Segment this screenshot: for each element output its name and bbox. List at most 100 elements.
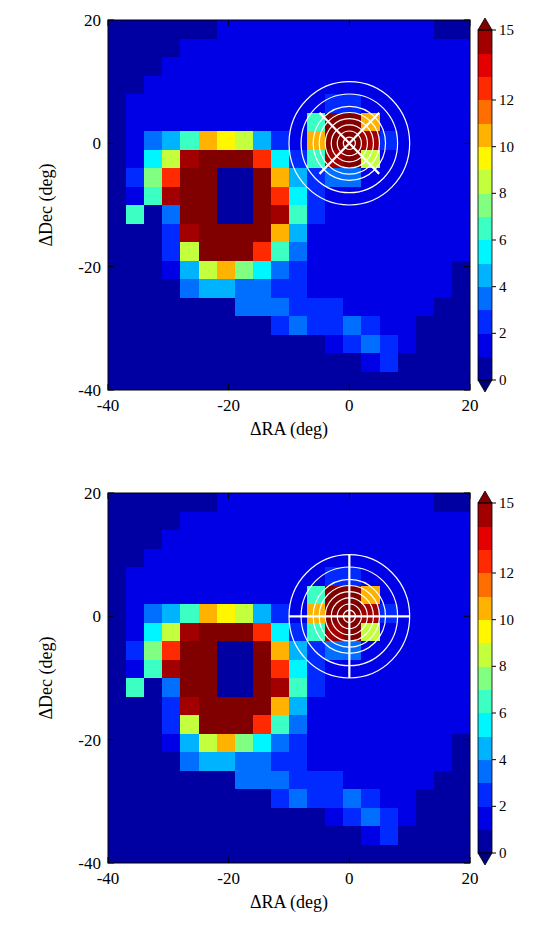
cell — [343, 187, 362, 206]
cell — [235, 168, 254, 187]
cell — [180, 604, 199, 623]
cell — [144, 641, 163, 660]
cell — [199, 678, 218, 697]
cell — [108, 771, 127, 790]
cell — [289, 224, 308, 243]
cell — [180, 678, 199, 697]
cell — [253, 586, 272, 605]
cell — [180, 845, 199, 864]
cell — [162, 660, 181, 679]
cell — [452, 205, 470, 224]
cell — [289, 39, 308, 58]
cell — [434, 242, 453, 261]
cell — [398, 604, 417, 623]
cell — [253, 678, 272, 697]
y-tick — [108, 20, 114, 21]
cell — [144, 279, 163, 298]
x-tick — [108, 493, 109, 499]
x-tick — [470, 493, 471, 499]
cell — [253, 771, 272, 790]
cell — [199, 530, 218, 549]
cell — [126, 641, 145, 660]
cell — [343, 789, 362, 808]
cell — [108, 131, 127, 150]
cell — [452, 808, 470, 827]
cell — [380, 678, 399, 697]
cell — [253, 789, 272, 808]
cell — [126, 845, 145, 864]
cell — [253, 826, 272, 845]
cell — [271, 845, 290, 864]
x-tick — [470, 857, 471, 863]
cell — [361, 39, 380, 58]
cell — [253, 641, 272, 660]
cell — [307, 20, 326, 39]
colorbar-band — [478, 620, 492, 644]
cell — [452, 567, 470, 586]
cell — [380, 604, 399, 623]
cell — [307, 353, 326, 372]
cell — [235, 771, 254, 790]
cell — [434, 567, 453, 586]
cell — [416, 586, 435, 605]
y-tick — [108, 739, 114, 740]
cell — [199, 187, 218, 206]
cell — [452, 660, 470, 679]
x-tick — [349, 493, 350, 499]
cell — [235, 697, 254, 716]
cell — [307, 808, 326, 827]
cell — [199, 168, 218, 187]
cell — [199, 335, 218, 354]
cell — [144, 697, 163, 716]
cell — [325, 752, 344, 771]
cell — [452, 734, 470, 753]
cell — [307, 845, 326, 864]
y-tick — [464, 390, 470, 391]
cell — [289, 512, 308, 531]
cell — [162, 298, 181, 317]
cell — [144, 604, 163, 623]
cell — [343, 678, 362, 697]
cell — [199, 372, 218, 391]
colorbar-band — [478, 217, 492, 241]
plot-area — [108, 20, 470, 390]
cell — [180, 715, 199, 734]
x-tick — [470, 20, 471, 26]
cell — [126, 261, 145, 280]
cell — [162, 168, 181, 187]
colorbar-tick-label: 10 — [499, 139, 514, 155]
cell — [343, 549, 362, 568]
cell — [325, 261, 344, 280]
cell — [199, 845, 218, 864]
cell — [126, 734, 145, 753]
cell — [144, 660, 163, 679]
cell — [452, 76, 470, 95]
cell — [343, 20, 362, 39]
cell — [452, 530, 470, 549]
cell — [180, 94, 199, 113]
cell — [126, 549, 145, 568]
cell — [416, 641, 435, 660]
cell — [253, 150, 272, 169]
cell — [235, 549, 254, 568]
cell — [162, 150, 181, 169]
cell — [180, 57, 199, 76]
cell — [271, 826, 290, 845]
cell — [271, 94, 290, 113]
cell — [217, 697, 236, 716]
plot-background — [108, 493, 470, 863]
cell — [325, 94, 344, 113]
cell — [452, 586, 470, 605]
cell — [162, 604, 181, 623]
cell — [325, 372, 344, 391]
cell — [235, 94, 254, 113]
cell — [271, 298, 290, 317]
cell — [162, 94, 181, 113]
cell — [343, 660, 362, 679]
cell — [108, 567, 127, 586]
cell — [271, 335, 290, 354]
cell — [253, 353, 272, 372]
cell — [380, 205, 399, 224]
plot-area — [108, 493, 470, 863]
cell — [180, 20, 199, 39]
